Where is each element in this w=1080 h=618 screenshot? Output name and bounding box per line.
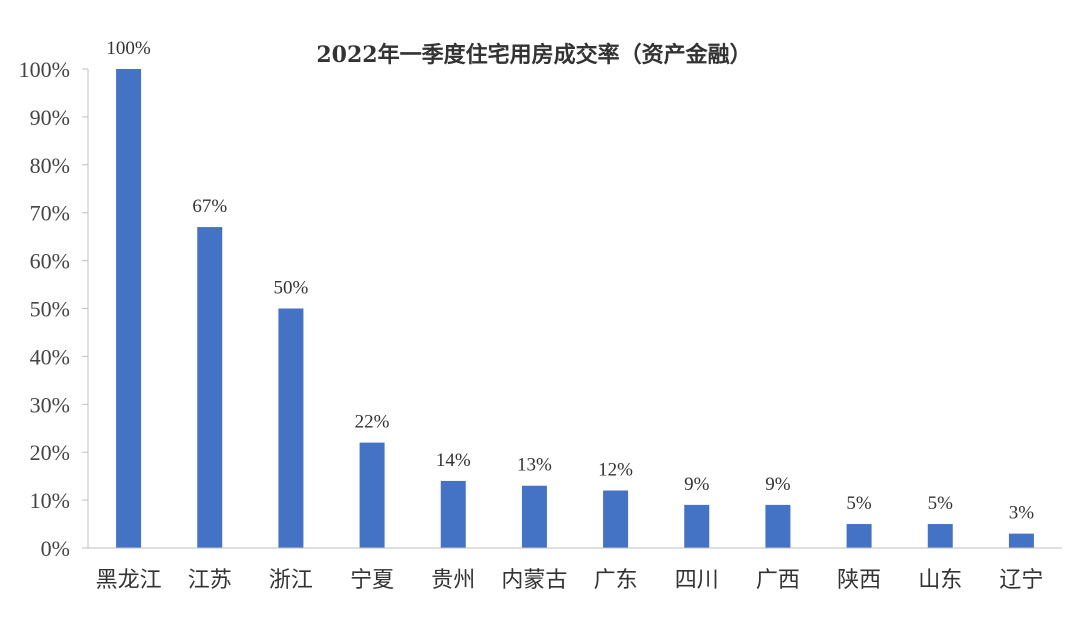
x-category-label: 陕西	[837, 568, 881, 593]
x-category-label: 广东	[594, 568, 638, 593]
y-tick-label: 80%	[30, 153, 70, 178]
data-label: 9%	[765, 474, 791, 495]
data-label: 67%	[192, 196, 227, 217]
y-tick-label: 70%	[30, 201, 70, 226]
data-label: 5%	[928, 493, 954, 514]
bar	[521, 485, 547, 548]
y-tick-label: 90%	[30, 105, 70, 130]
y-tick-label: 0%	[41, 536, 70, 561]
x-category-label: 宁夏	[350, 568, 394, 593]
data-label: 50%	[274, 278, 309, 299]
chart-title: 2022年一季度住宅用房成交率（资产金融）	[316, 42, 751, 68]
bar	[116, 69, 142, 548]
x-category-label: 江苏	[188, 568, 232, 593]
bar	[603, 490, 629, 548]
x-category-label: 山东	[918, 568, 962, 593]
x-category-label: 贵州	[431, 568, 475, 593]
bar	[927, 524, 953, 548]
data-labels-group: 100% 67% 50% 22% 14% 13% 12% 9% 9% 5% 5% 3%	[106, 38, 1034, 524]
data-label: 12%	[598, 460, 633, 481]
data-label: 5%	[846, 493, 872, 514]
x-category-label: 四川	[675, 568, 719, 593]
bar	[197, 227, 223, 548]
x-category-label: 广西	[756, 568, 800, 593]
data-label: 3%	[1009, 503, 1035, 524]
y-axis: 0% 10% 20% 30% 40% 50% 60% 70% 80% 90% 100%	[19, 57, 89, 561]
bar	[359, 442, 385, 548]
bar	[846, 524, 872, 548]
data-label: 100%	[106, 38, 151, 59]
x-category-label: 浙江	[269, 568, 313, 593]
y-tick-label: 40%	[30, 344, 70, 369]
x-category-label: 内蒙古	[501, 568, 567, 593]
data-label: 22%	[355, 412, 390, 433]
y-tick-label: 30%	[30, 392, 70, 417]
y-tick-label: 10%	[30, 488, 70, 513]
y-tick-label: 50%	[30, 297, 70, 322]
x-category-label: 辽宁	[999, 568, 1043, 593]
y-tick-label: 20%	[30, 440, 70, 465]
y-tick-label: 100%	[19, 57, 70, 82]
data-label: 9%	[684, 474, 710, 495]
y-tick-label: 60%	[30, 249, 70, 274]
bar	[440, 480, 466, 548]
bar	[765, 504, 791, 548]
bars-group	[116, 69, 1034, 548]
bar	[684, 504, 710, 548]
x-axis: 黑龙江 江苏 浙江 宁夏 贵州 内蒙古 广东 四川 广西 陕西 山东 辽宁	[88, 547, 1062, 593]
x-category-label: 黑龙江	[96, 568, 162, 593]
bar	[1008, 533, 1034, 548]
data-label: 13%	[517, 455, 552, 476]
bar	[278, 308, 304, 548]
data-label: 14%	[436, 450, 471, 471]
